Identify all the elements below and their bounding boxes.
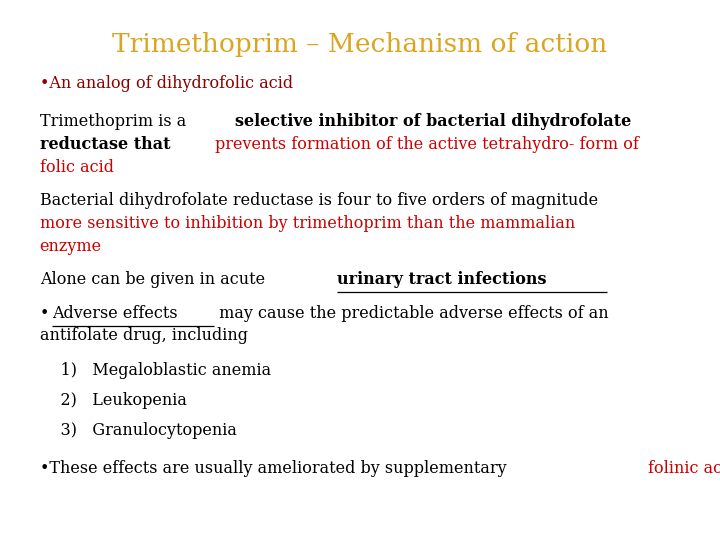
Text: 3)   Granulocytopenia: 3) Granulocytopenia	[40, 422, 236, 439]
Text: Bacterial dihydrofolate reductase is four to five orders of magnitude: Bacterial dihydrofolate reductase is fou…	[40, 192, 598, 209]
Text: Adverse effects: Adverse effects	[52, 305, 177, 321]
Text: Alone can be given in acute: Alone can be given in acute	[40, 271, 270, 288]
Text: antifolate drug, including: antifolate drug, including	[40, 327, 248, 344]
Text: folinic acid: folinic acid	[648, 460, 720, 477]
Text: Trimethoprim – Mechanism of action: Trimethoprim – Mechanism of action	[112, 32, 608, 57]
Text: prevents formation of the active tetrahydro- form of: prevents formation of the active tetrahy…	[215, 136, 639, 153]
Text: urinary tract infections: urinary tract infections	[337, 271, 546, 288]
Text: •An analog of dihydrofolic acid: •An analog of dihydrofolic acid	[40, 75, 293, 91]
Text: may cause the predictable adverse effects of an: may cause the predictable adverse effect…	[214, 305, 608, 321]
Text: •These effects are usually ameliorated by supplementary: •These effects are usually ameliorated b…	[40, 460, 511, 477]
Text: folic acid: folic acid	[40, 159, 114, 176]
Text: 1)   Megaloblastic anemia: 1) Megaloblastic anemia	[40, 362, 271, 379]
Text: enzyme: enzyme	[40, 238, 102, 254]
Text: 2)   Leukopenia: 2) Leukopenia	[40, 392, 186, 409]
Text: •: •	[40, 305, 49, 321]
Text: reductase that: reductase that	[40, 136, 176, 153]
Text: Trimethoprim is a: Trimethoprim is a	[40, 113, 191, 130]
Text: selective inhibitor of bacterial dihydrofolate: selective inhibitor of bacterial dihydro…	[235, 113, 631, 130]
Text: more sensitive to inhibition by trimethoprim than the mammalian: more sensitive to inhibition by trimetho…	[40, 215, 575, 232]
